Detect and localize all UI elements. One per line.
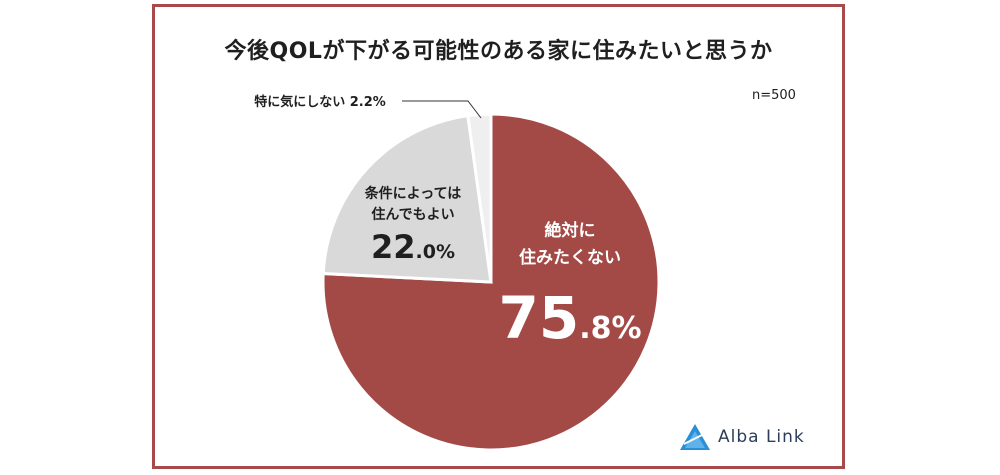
brand-name: Alba Link: [718, 427, 805, 447]
chart-title: 今後QOLが下がる可能性のある家に住みたいと思うか: [224, 39, 773, 64]
pie-slice-1: [321, 113, 493, 284]
alba-link-logo-icon: [680, 424, 710, 450]
slice-label-0-line-1: 住みたくない: [519, 247, 621, 268]
slice-label-0-line-0: 絶対に: [545, 220, 596, 241]
slice-label-2-line-0: 特に気にしない 2.2%: [254, 94, 386, 110]
brand-logo: Alba Link: [678, 422, 805, 452]
pie-slice-0: [321, 112, 661, 452]
slice-label-1-line-0: 条件によっては: [364, 185, 462, 202]
slice-value-1: 22.0%: [371, 228, 455, 266]
slice-label-1-line-1: 住んでもよい: [371, 206, 454, 223]
slice-value-0: 75.8%: [498, 284, 641, 352]
pie-slice-2: [466, 112, 493, 283]
leader-line: [402, 100, 482, 119]
sample-size-label: n=500: [752, 88, 796, 103]
